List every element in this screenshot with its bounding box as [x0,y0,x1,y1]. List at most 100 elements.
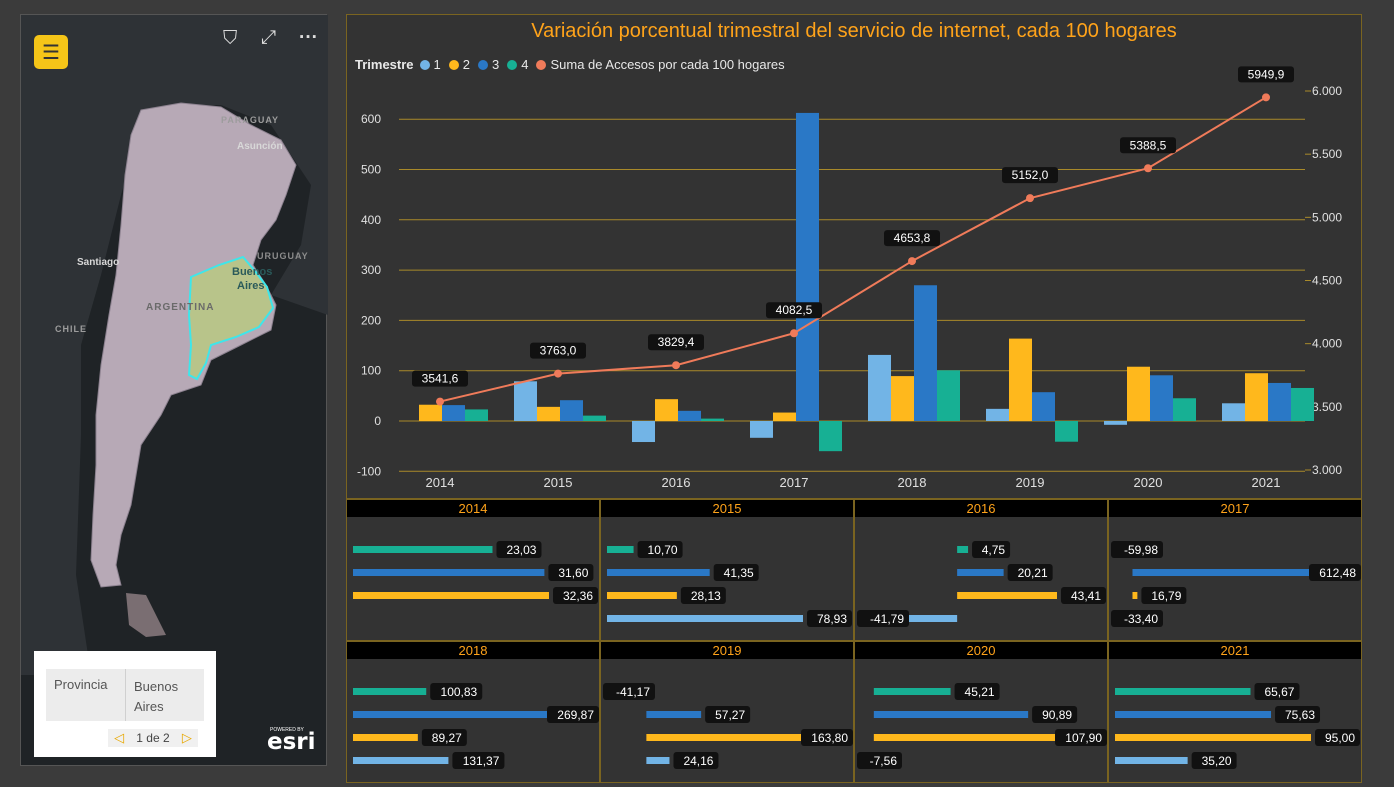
bar-series-2[interactable] [773,412,796,421]
line-point[interactable] [672,361,680,370]
y-right-tick-label: 3.500 [1312,400,1342,414]
line-data-label-bg [412,370,468,387]
map-visual[interactable]: PARAGUAY Asunción URUGUAY Santiago Bueno… [20,14,328,767]
small-bar-series-4[interactable] [873,688,951,695]
bar-series-3[interactable] [560,400,583,421]
bar-series-3[interactable] [678,410,701,421]
hamburger-menu-icon[interactable]: ☰ [34,35,68,69]
line-point[interactable] [1262,93,1270,102]
legend-item-line[interactable]: Suma de Accesos por cada 100 hogares [536,57,785,72]
small-multiple-panel[interactable]: 2020 45,21 90,89 107,90 -7,56 [854,641,1108,783]
bar-series-4[interactable] [1173,398,1196,421]
small-multiple-panel[interactable]: 2019 -41,17 57,27 163,80 24,16 [600,641,854,783]
small-multiple-plot: 45,21 90,89 107,90 -7,56 [857,683,1107,769]
small-bar-series-1[interactable] [1115,757,1188,764]
small-multiple-plot: 4,75 20,21 43,41 -41,79 [857,541,1106,627]
bar-series-3[interactable] [442,405,465,421]
small-bar-series-4[interactable] [1115,688,1251,695]
small-bar-series-3[interactable] [1132,569,1311,576]
bar-series-2[interactable] [419,404,442,421]
small-bar-series-1[interactable] [861,615,958,622]
line-point[interactable] [554,369,562,378]
bar-series-1[interactable] [1222,403,1245,421]
small-bar-series-1[interactable] [607,615,803,622]
line-data-label-bg [648,334,704,351]
bar-series-2[interactable] [655,399,678,421]
line-point[interactable] [1026,194,1034,203]
bar-series-1[interactable] [750,421,773,438]
bar-series-2[interactable] [1245,373,1268,421]
small-bar-series-2[interactable] [646,734,803,741]
legend-item-series-3[interactable]: 3 [478,57,499,72]
small-data-label-bg [496,541,542,558]
y-right-tick-label: 4.500 [1312,274,1342,288]
small-bar-series-2[interactable] [1115,734,1311,741]
small-bar-series-3[interactable] [957,569,1004,576]
line-point[interactable] [436,397,444,406]
bar-series-4[interactable] [1291,387,1314,421]
small-bar-series-3[interactable] [646,711,702,718]
small-bar-series-2[interactable] [1132,592,1138,599]
bar-series-3[interactable] [914,285,937,421]
buenos-aires-province[interactable] [187,255,275,381]
bar-series-2[interactable] [1009,338,1032,421]
small-multiple-panel[interactable]: 2018 100,83 269,87 89,27 131,37 [346,641,600,783]
small-bar-series-3[interactable] [353,569,545,576]
line-point[interactable] [908,257,916,266]
small-multiple-panel[interactable]: 2015 10,70 41,35 28,13 78,93 [600,499,854,641]
bar-series-4[interactable] [583,415,606,421]
small-bar-series-2[interactable] [607,592,677,599]
bar-series-4[interactable] [937,370,960,421]
small-bar-series-2[interactable] [957,592,1057,599]
bar-series-1[interactable] [1104,421,1127,425]
next-arrow-icon[interactable]: ▷ [181,730,192,745]
legend-item-series-2[interactable]: 2 [448,57,470,72]
previous-arrow-icon[interactable]: ◁ [114,730,125,745]
small-multiple-panel[interactable]: 2017 -59,98 612,48 16,79 -33,40 [1108,499,1362,641]
small-multiple-panel[interactable]: 2014 23,03 31,60 32,36 [346,499,600,641]
small-bar-series-4[interactable] [607,546,634,553]
small-bar-series-2[interactable] [353,592,549,599]
small-bar-series-1[interactable] [353,757,449,764]
bar-series-3[interactable] [1268,382,1291,421]
main-combo-chart[interactable]: Variación porcentual trimestral del serv… [346,14,1362,499]
chart-plot-area: 600 500 400 300 200 100 0 -100 6.000 5.500 5.000 4.… [357,66,1342,490]
line-point[interactable] [790,329,798,338]
bar-series-4[interactable] [701,418,724,421]
filter-icon[interactable]: ⛉ [223,28,238,49]
bar-series-1[interactable] [868,354,891,421]
small-bar-series-3[interactable] [873,711,1029,718]
bar-series-1[interactable] [986,408,1009,421]
bar-series-1[interactable] [514,381,537,421]
small-bar-series-4[interactable] [353,688,427,695]
small-bar-series-3[interactable] [607,569,710,576]
expand-icon[interactable]: ⤢ [261,27,277,48]
small-bar-series-3[interactable] [1115,711,1272,718]
bar-series-3[interactable] [1150,375,1173,421]
line-point[interactable] [1144,164,1152,173]
small-bar-series-3[interactable] [353,711,549,718]
small-bar-series-4[interactable] [957,546,969,553]
bar-series-3[interactable] [796,112,819,422]
bar-series-4[interactable] [465,409,488,421]
bar-series-3[interactable] [1032,392,1055,421]
small-bar-series-1[interactable] [646,757,670,764]
more-options-icon[interactable]: ··· [299,27,318,48]
small-multiple-title: 2018 [347,642,599,659]
bar-series-4[interactable] [819,421,842,452]
bar-series-2[interactable] [891,376,914,421]
map-canvas[interactable]: PARAGUAY Asunción URUGUAY Santiago Bueno… [21,15,328,767]
small-bar-series-4[interactable] [353,546,493,553]
map-label-chile: CHILE [55,324,87,334]
bar-series-2[interactable] [1127,366,1150,421]
small-multiple-panel[interactable]: 2016 4,75 20,21 43,41 -41,79 [854,499,1108,641]
bar-series-1[interactable] [632,421,655,443]
small-bar-series-2[interactable] [353,734,418,741]
bar-series-4[interactable] [1055,421,1078,442]
small-bar-series-2[interactable] [873,734,1057,741]
popup-value-line2: Aires [134,699,164,714]
small-multiple-panel[interactable]: 2021 65,67 75,63 95,00 35,20 [1108,641,1362,783]
legend-item-series-1[interactable]: 1 [419,57,441,72]
legend-item-series-4[interactable]: 4 [507,57,528,72]
bar-series-2[interactable] [537,406,560,421]
